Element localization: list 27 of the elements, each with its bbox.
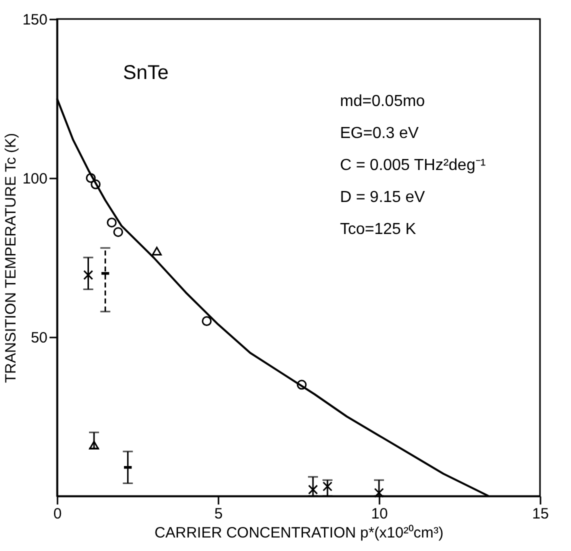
y-tick-label: 50 <box>30 330 48 346</box>
point <box>83 270 94 280</box>
annotation: D = 9.15 eV <box>340 189 426 206</box>
y-tick-label: 100 <box>22 170 48 188</box>
y-tick-label: 150 <box>22 12 48 28</box>
point <box>113 227 124 237</box>
point <box>152 246 162 256</box>
point <box>202 316 212 326</box>
point <box>90 179 101 190</box>
annotation: C = 0.005 THz²deg⁻¹ <box>340 157 486 174</box>
point <box>296 380 307 390</box>
x-tick-label: 5 <box>214 506 223 522</box>
annotation: Tco=125 K <box>340 221 416 238</box>
point <box>86 173 96 183</box>
annotation: SnTe <box>123 62 169 84</box>
point <box>89 440 99 450</box>
x-tick-label: 10 <box>371 506 388 522</box>
point <box>322 482 332 492</box>
y-axis-title: TRANSITION TEMPERATURE Tc (K) <box>2 132 20 384</box>
point <box>308 484 318 495</box>
x-axis-title: CARRIER CONCENTRATION p*(x10²⁰cm³) <box>154 524 444 542</box>
annotation: EG=0.3 eV <box>340 125 420 142</box>
point <box>106 218 117 228</box>
annotation: md=0.05mo <box>340 93 426 110</box>
x-tick-label: 15 <box>532 506 549 522</box>
point <box>374 488 384 498</box>
x-tick-label: 0 <box>53 506 62 522</box>
